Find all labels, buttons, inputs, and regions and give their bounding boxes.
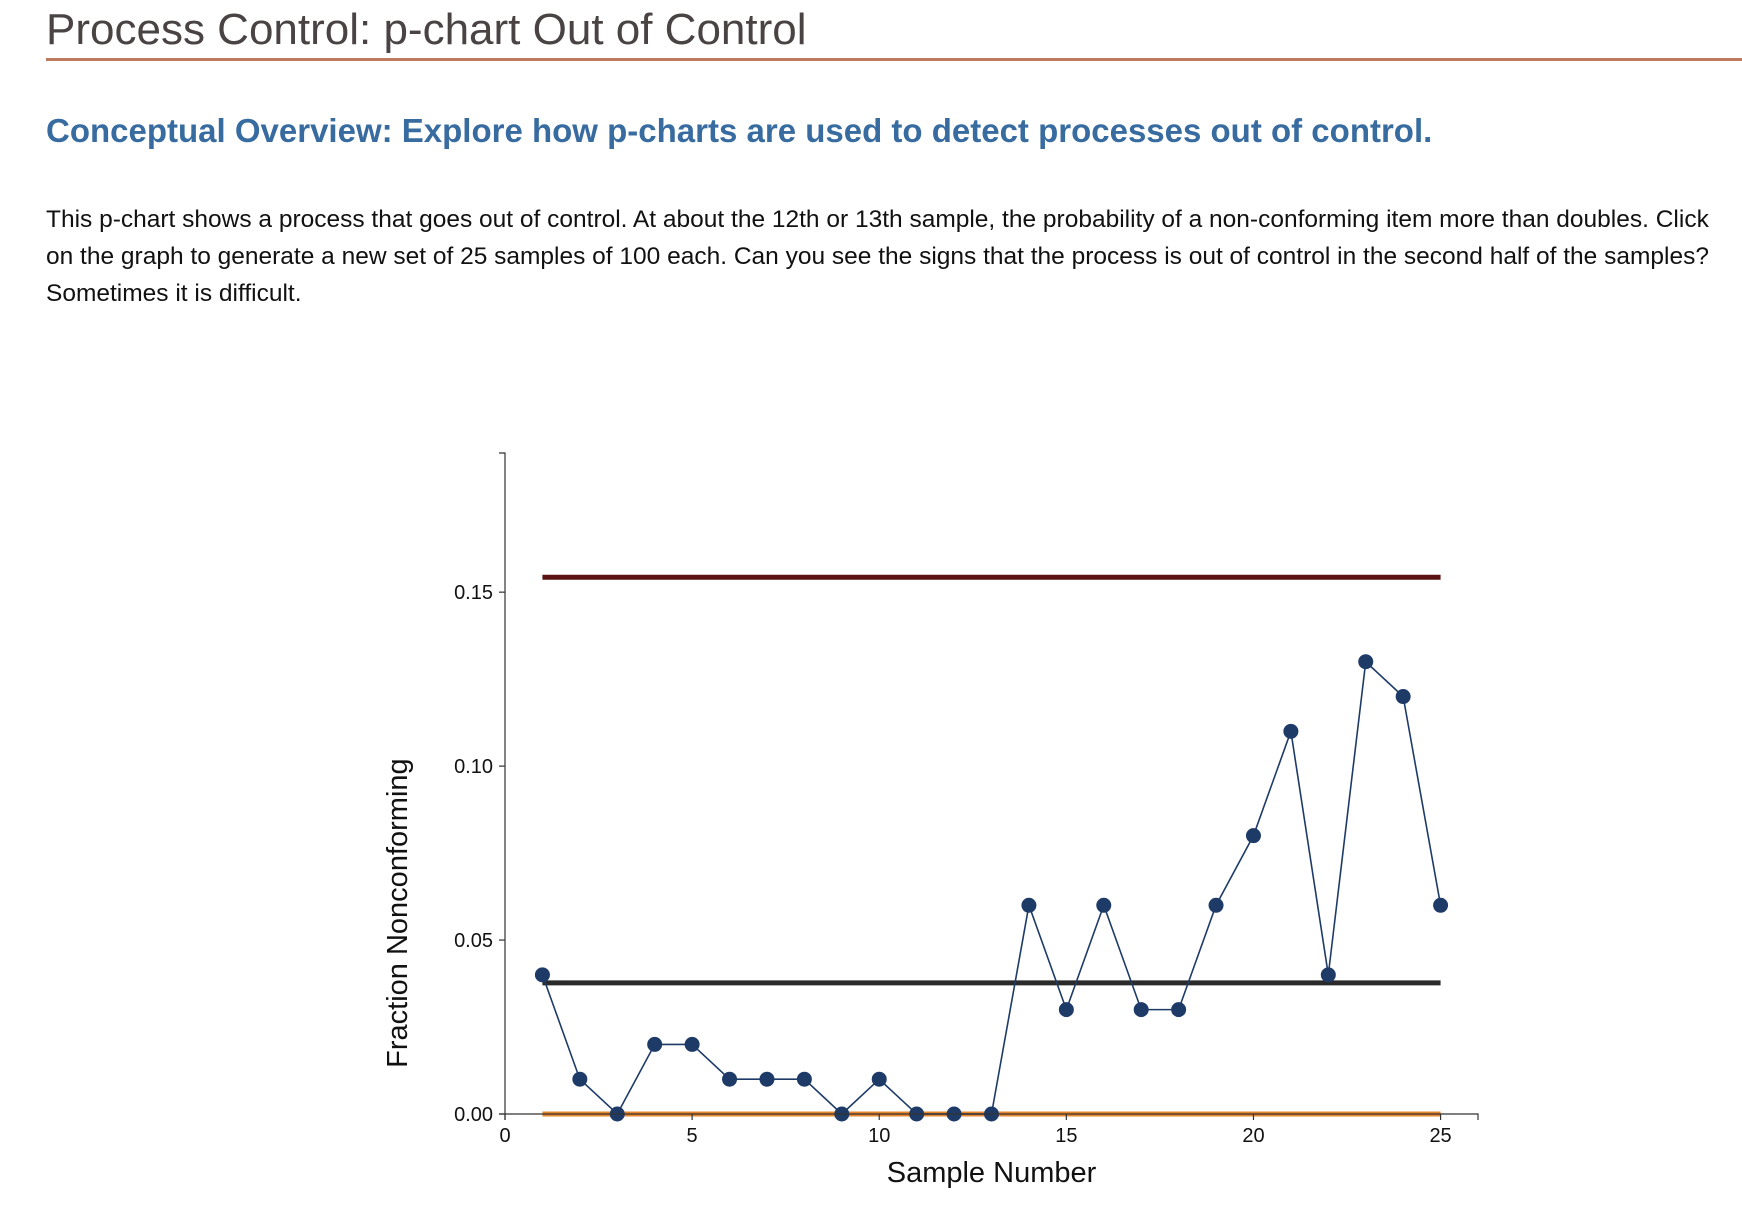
x-tick-label: 15: [1055, 1125, 1077, 1147]
data-point: [722, 1071, 738, 1087]
y-tick-label: 0.00: [454, 1104, 493, 1126]
data-point: [1320, 967, 1336, 983]
conceptual-overview-heading: Conceptual Overview: Explore how p-chart…: [46, 112, 1433, 149]
y-axis-line: [499, 452, 506, 1115]
y-tick-label: 0.10: [454, 756, 493, 778]
data-point: [871, 1071, 887, 1087]
data-point: [1395, 689, 1411, 705]
x-tick-label: 10: [868, 1125, 890, 1147]
x-axis-title: Sample Number: [887, 1157, 1097, 1189]
data-point: [684, 1036, 700, 1052]
page-title: Process Control: p-chart Out of Control: [46, 5, 807, 54]
data-point: [1245, 828, 1261, 844]
x-tick-label: 20: [1242, 1125, 1264, 1147]
data-point: [1096, 897, 1112, 913]
description-text: This p-chart shows a process that goes o…: [46, 206, 1709, 307]
data-point: [1171, 1002, 1187, 1018]
data-point: [759, 1071, 775, 1087]
control-lines: [542, 574, 1441, 1117]
data-points: [534, 654, 1449, 1122]
data-series: [541, 660, 1442, 1116]
series-line: [541, 660, 1442, 1116]
x-tick-label: 25: [1429, 1125, 1451, 1147]
data-point: [1058, 1002, 1074, 1018]
data-point: [1433, 897, 1449, 913]
data-point: [1208, 897, 1224, 913]
x-axis: 0 5 10 15 20 25: [499, 1113, 1479, 1147]
data-point: [572, 1071, 588, 1087]
y-tick-label: 0.15: [454, 582, 493, 604]
data-point: [1358, 654, 1374, 670]
data-point: [796, 1071, 812, 1087]
y-axis-title: Fraction Nonconforming: [382, 758, 414, 1067]
data-point: [1283, 723, 1299, 739]
x-tick-label: 0: [499, 1125, 510, 1147]
title-divider: [46, 58, 1742, 61]
data-point: [1133, 1002, 1149, 1018]
y-tick-label: 0.05: [454, 930, 493, 952]
data-point: [647, 1036, 663, 1052]
y-axis: 0.00 0.05 0.10 0.15: [454, 452, 506, 1126]
x-tick-label: 5: [687, 1125, 698, 1147]
data-point: [1021, 897, 1037, 913]
data-point: [534, 967, 550, 983]
